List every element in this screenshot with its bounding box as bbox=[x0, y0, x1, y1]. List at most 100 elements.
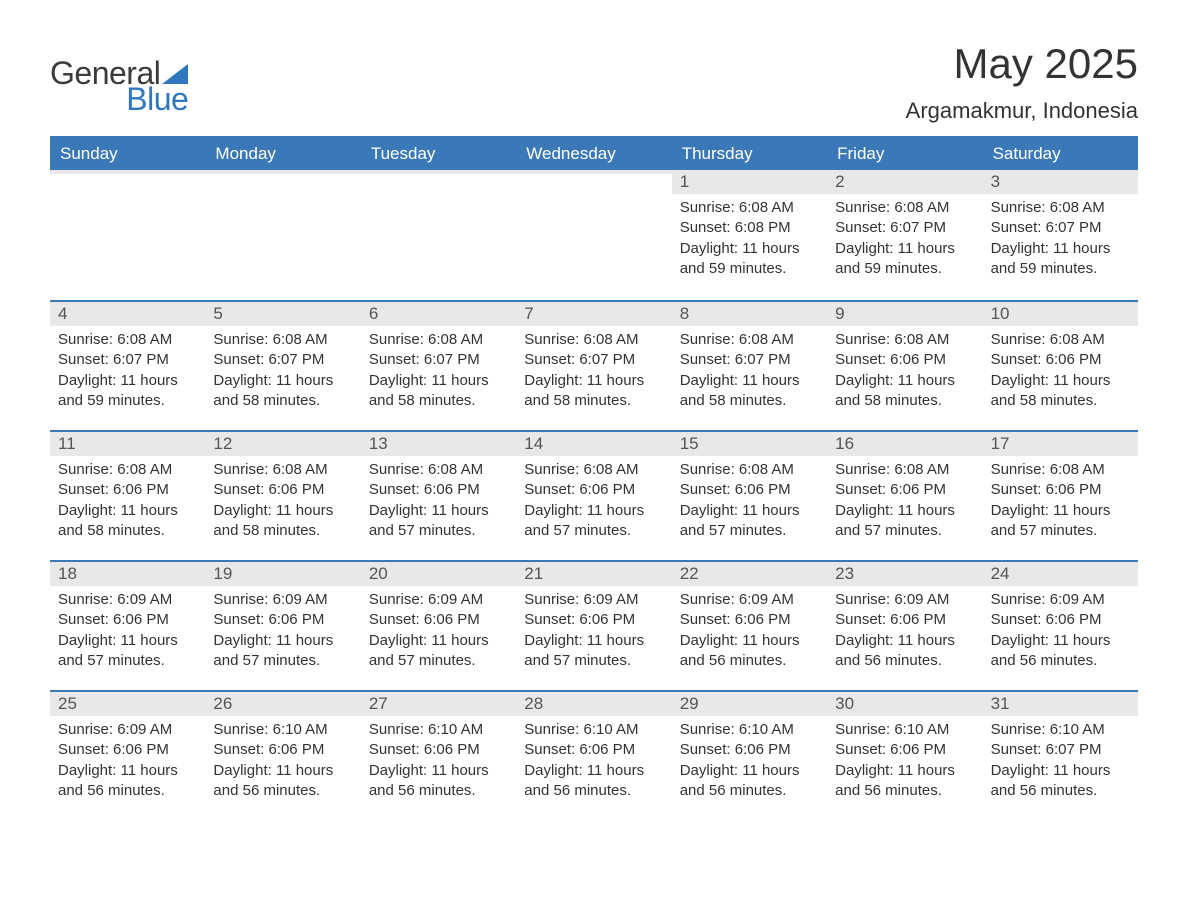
day-data: Sunrise: 6:08 AMSunset: 6:07 PMDaylight:… bbox=[361, 326, 516, 411]
day-number: 5 bbox=[205, 302, 360, 326]
daylight-line: Daylight: 11 hours and 57 minutes. bbox=[680, 501, 819, 542]
day-cell: 17Sunrise: 6:08 AMSunset: 6:06 PMDayligh… bbox=[983, 432, 1138, 560]
day-number-row: 7 bbox=[516, 302, 671, 326]
sunrise-line: Sunrise: 6:08 AM bbox=[991, 330, 1130, 350]
sunset-line: Sunset: 6:06 PM bbox=[369, 740, 508, 760]
day-data: Sunrise: 6:10 AMSunset: 6:06 PMDaylight:… bbox=[205, 716, 360, 801]
weeks-container: 1Sunrise: 6:08 AMSunset: 6:08 PMDaylight… bbox=[50, 170, 1138, 820]
day-cell: 15Sunrise: 6:08 AMSunset: 6:06 PMDayligh… bbox=[672, 432, 827, 560]
day-data: Sunrise: 6:09 AMSunset: 6:06 PMDaylight:… bbox=[50, 586, 205, 671]
day-number: 29 bbox=[672, 692, 827, 716]
day-number: 12 bbox=[205, 432, 360, 456]
daylight-line: Daylight: 11 hours and 57 minutes. bbox=[835, 501, 974, 542]
day-of-week-cell: Wednesday bbox=[516, 138, 671, 170]
day-number-row: 9 bbox=[827, 302, 982, 326]
day-number-row: 3 bbox=[983, 170, 1138, 194]
day-number: 16 bbox=[827, 432, 982, 456]
daylight-line: Daylight: 11 hours and 58 minutes. bbox=[58, 501, 197, 542]
day-number-row: 26 bbox=[205, 692, 360, 716]
sunrise-line: Sunrise: 6:09 AM bbox=[524, 590, 663, 610]
day-number: 19 bbox=[205, 562, 360, 586]
sunrise-line: Sunrise: 6:08 AM bbox=[991, 198, 1130, 218]
sunset-line: Sunset: 6:06 PM bbox=[835, 480, 974, 500]
day-data: Sunrise: 6:08 AMSunset: 6:07 PMDaylight:… bbox=[205, 326, 360, 411]
day-data: Sunrise: 6:08 AMSunset: 6:06 PMDaylight:… bbox=[983, 326, 1138, 411]
day-cell: 7Sunrise: 6:08 AMSunset: 6:07 PMDaylight… bbox=[516, 302, 671, 430]
day-number-row: 29 bbox=[672, 692, 827, 716]
day-number-row: 31 bbox=[983, 692, 1138, 716]
day-number-row: 14 bbox=[516, 432, 671, 456]
day-cell: 30Sunrise: 6:10 AMSunset: 6:06 PMDayligh… bbox=[827, 692, 982, 820]
day-number: 9 bbox=[827, 302, 982, 326]
sunrise-line: Sunrise: 6:09 AM bbox=[991, 590, 1130, 610]
day-number: 31 bbox=[983, 692, 1138, 716]
day-data: Sunrise: 6:10 AMSunset: 6:06 PMDaylight:… bbox=[672, 716, 827, 801]
day-number: 7 bbox=[516, 302, 671, 326]
sunset-line: Sunset: 6:06 PM bbox=[213, 610, 352, 630]
daylight-line: Daylight: 11 hours and 56 minutes. bbox=[680, 631, 819, 672]
daylight-line: Daylight: 11 hours and 56 minutes. bbox=[524, 761, 663, 802]
day-number-row: 30 bbox=[827, 692, 982, 716]
day-number-row: 11 bbox=[50, 432, 205, 456]
sunset-line: Sunset: 6:06 PM bbox=[58, 740, 197, 760]
day-cell: 29Sunrise: 6:10 AMSunset: 6:06 PMDayligh… bbox=[672, 692, 827, 820]
day-cell bbox=[50, 170, 205, 300]
calendar: SundayMondayTuesdayWednesdayThursdayFrid… bbox=[50, 136, 1138, 820]
day-number: 10 bbox=[983, 302, 1138, 326]
sunset-line: Sunset: 6:06 PM bbox=[369, 480, 508, 500]
daylight-line: Daylight: 11 hours and 56 minutes. bbox=[991, 761, 1130, 802]
day-of-week-cell: Saturday bbox=[983, 138, 1138, 170]
day-number: 8 bbox=[672, 302, 827, 326]
week-row: 11Sunrise: 6:08 AMSunset: 6:06 PMDayligh… bbox=[50, 430, 1138, 560]
day-cell: 10Sunrise: 6:08 AMSunset: 6:06 PMDayligh… bbox=[983, 302, 1138, 430]
day-number-row: 4 bbox=[50, 302, 205, 326]
day-number: 30 bbox=[827, 692, 982, 716]
daylight-line: Daylight: 11 hours and 56 minutes. bbox=[991, 631, 1130, 672]
sunrise-line: Sunrise: 6:08 AM bbox=[524, 330, 663, 350]
week-row: 25Sunrise: 6:09 AMSunset: 6:06 PMDayligh… bbox=[50, 690, 1138, 820]
sunset-line: Sunset: 6:06 PM bbox=[369, 610, 508, 630]
sunrise-line: Sunrise: 6:09 AM bbox=[58, 590, 197, 610]
day-cell: 25Sunrise: 6:09 AMSunset: 6:06 PMDayligh… bbox=[50, 692, 205, 820]
sunrise-line: Sunrise: 6:08 AM bbox=[680, 460, 819, 480]
day-data: Sunrise: 6:09 AMSunset: 6:06 PMDaylight:… bbox=[827, 586, 982, 671]
sunset-line: Sunset: 6:06 PM bbox=[680, 610, 819, 630]
day-cell bbox=[361, 170, 516, 300]
sunrise-line: Sunrise: 6:09 AM bbox=[680, 590, 819, 610]
day-cell: 11Sunrise: 6:08 AMSunset: 6:06 PMDayligh… bbox=[50, 432, 205, 560]
day-data: Sunrise: 6:08 AMSunset: 6:06 PMDaylight:… bbox=[983, 456, 1138, 541]
day-number-row: 15 bbox=[672, 432, 827, 456]
day-number: 1 bbox=[672, 170, 827, 194]
sunrise-line: Sunrise: 6:08 AM bbox=[991, 460, 1130, 480]
day-of-week-header: SundayMondayTuesdayWednesdayThursdayFrid… bbox=[50, 138, 1138, 170]
sunset-line: Sunset: 6:06 PM bbox=[213, 480, 352, 500]
sunrise-line: Sunrise: 6:08 AM bbox=[213, 330, 352, 350]
day-data: Sunrise: 6:10 AMSunset: 6:06 PMDaylight:… bbox=[361, 716, 516, 801]
sunset-line: Sunset: 6:06 PM bbox=[991, 480, 1130, 500]
day-cell: 31Sunrise: 6:10 AMSunset: 6:07 PMDayligh… bbox=[983, 692, 1138, 820]
day-number-row: 16 bbox=[827, 432, 982, 456]
day-cell: 3Sunrise: 6:08 AMSunset: 6:07 PMDaylight… bbox=[983, 170, 1138, 300]
daylight-line: Daylight: 11 hours and 58 minutes. bbox=[835, 371, 974, 412]
sunset-line: Sunset: 6:07 PM bbox=[835, 218, 974, 238]
day-data: Sunrise: 6:08 AMSunset: 6:06 PMDaylight:… bbox=[516, 456, 671, 541]
sunset-line: Sunset: 6:06 PM bbox=[680, 740, 819, 760]
day-of-week-cell: Thursday bbox=[672, 138, 827, 170]
sunset-line: Sunset: 6:06 PM bbox=[58, 480, 197, 500]
sunrise-line: Sunrise: 6:08 AM bbox=[835, 330, 974, 350]
daylight-line: Daylight: 11 hours and 58 minutes. bbox=[991, 371, 1130, 412]
daylight-line: Daylight: 11 hours and 57 minutes. bbox=[524, 631, 663, 672]
day-number: 21 bbox=[516, 562, 671, 586]
day-data: Sunrise: 6:10 AMSunset: 6:06 PMDaylight:… bbox=[516, 716, 671, 801]
day-cell: 19Sunrise: 6:09 AMSunset: 6:06 PMDayligh… bbox=[205, 562, 360, 690]
day-data: Sunrise: 6:08 AMSunset: 6:06 PMDaylight:… bbox=[50, 456, 205, 541]
sunset-line: Sunset: 6:06 PM bbox=[524, 480, 663, 500]
day-data: Sunrise: 6:10 AMSunset: 6:06 PMDaylight:… bbox=[827, 716, 982, 801]
daylight-line: Daylight: 11 hours and 57 minutes. bbox=[58, 631, 197, 672]
sunrise-line: Sunrise: 6:10 AM bbox=[369, 720, 508, 740]
sunset-line: Sunset: 6:07 PM bbox=[213, 350, 352, 370]
day-of-week-cell: Friday bbox=[827, 138, 982, 170]
sunset-line: Sunset: 6:06 PM bbox=[524, 740, 663, 760]
header: General Blue May 2025 Argamakmur, Indone… bbox=[50, 40, 1138, 124]
day-data: Sunrise: 6:08 AMSunset: 6:07 PMDaylight:… bbox=[516, 326, 671, 411]
